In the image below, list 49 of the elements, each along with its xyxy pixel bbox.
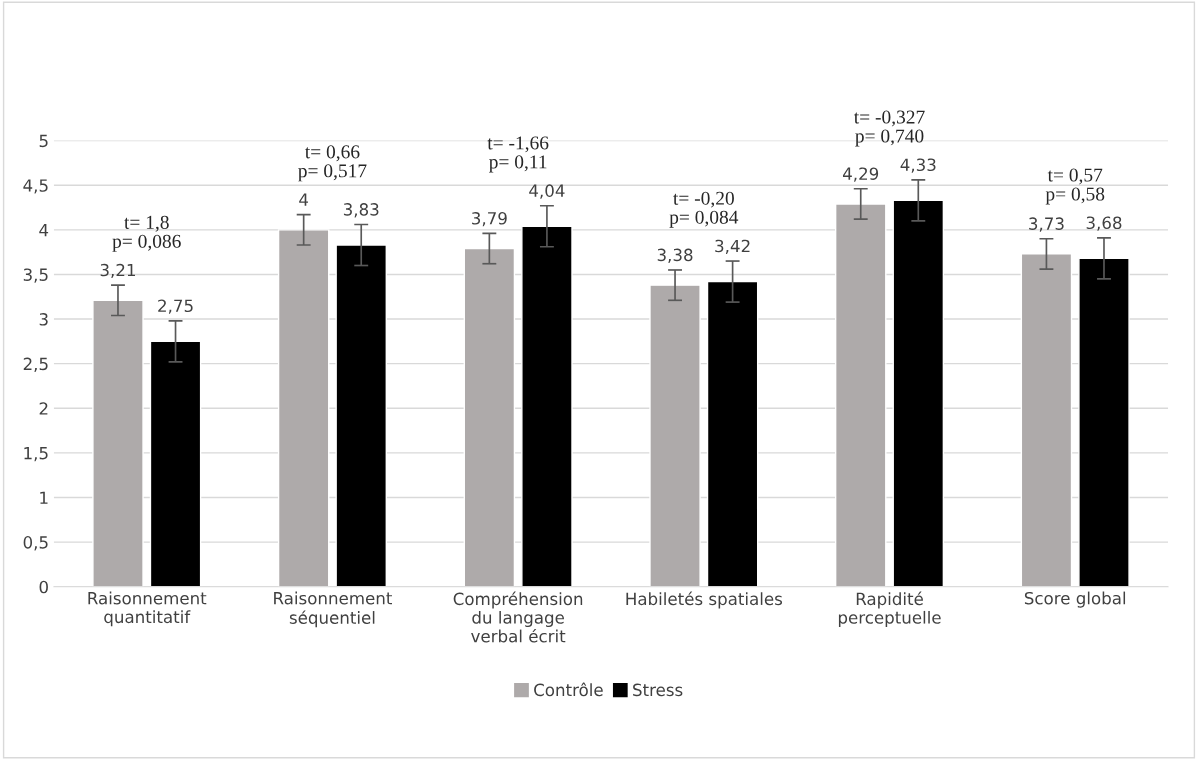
- y-tick-label: 3,5: [23, 268, 48, 283]
- y-tick-label: 5: [39, 134, 48, 148]
- annotation: t= 0,57 p= 0,58: [1045, 168, 1105, 205]
- y-tick-label: 1: [40, 491, 48, 504]
- bar: [649, 284, 701, 587]
- y-tick-label: 0,5: [23, 536, 48, 551]
- data-label: 3,83: [343, 203, 379, 218]
- annotation: t= 0,66 p= 0,517: [298, 145, 367, 182]
- y-tick-label: 0: [39, 580, 48, 594]
- x-tick-label: Habiletés spatiales: [626, 591, 783, 609]
- bar: [277, 229, 330, 587]
- y-tick-label: 3: [39, 313, 48, 326]
- y-tick-label: 1,5: [24, 447, 48, 462]
- legend-label: Contrôle: [534, 682, 603, 697]
- bar: [463, 247, 516, 587]
- data-label: 4,29: [842, 167, 879, 182]
- x-tick-label: Raisonnement quantitatif: [88, 591, 207, 627]
- data-label: 3,79: [472, 212, 507, 227]
- annotation: t= -1,66 p= 0,11: [487, 136, 549, 173]
- y-tick-label: 2: [39, 402, 48, 415]
- bar: [706, 280, 759, 587]
- bar: [92, 299, 144, 587]
- data-label: 3,38: [657, 248, 693, 263]
- data-label: 3,21: [100, 263, 135, 279]
- x-tick-label: Compréhension du langage verbal écrit: [453, 591, 583, 643]
- annotation: t= -0,327 p= 0,740: [853, 110, 925, 147]
- bar: [1020, 253, 1073, 587]
- x-tick-label: Raisonnement séquentiel: [274, 591, 392, 628]
- x-tick-label: Score global: [1024, 591, 1126, 608]
- data-label: 3,68: [1086, 216, 1122, 231]
- bar: [834, 203, 887, 587]
- bar: [149, 340, 202, 587]
- y-tick-label: 2,5: [23, 357, 48, 372]
- data-label: 3,73: [1029, 217, 1064, 232]
- data-label: 4,33: [900, 158, 936, 173]
- data-label: 4: [299, 193, 309, 206]
- bar: [892, 199, 945, 587]
- annotation: t= -0,20 p= 0,084: [669, 191, 739, 228]
- annotation: t= 1,8 p= 0,086: [112, 215, 181, 252]
- x-tick-label: Rapidité perceptuelle: [838, 591, 941, 628]
- y-tick-label: 4: [39, 224, 49, 237]
- bar: [521, 225, 573, 587]
- bar: [335, 244, 387, 587]
- data-label: 2,75: [158, 299, 193, 314]
- bar: [1078, 257, 1130, 587]
- y-tick-label: 4,5: [23, 179, 48, 194]
- data-label: 3,42: [715, 239, 750, 254]
- data-label: 4,04: [529, 184, 565, 199]
- legend-label: Stress: [633, 683, 683, 697]
